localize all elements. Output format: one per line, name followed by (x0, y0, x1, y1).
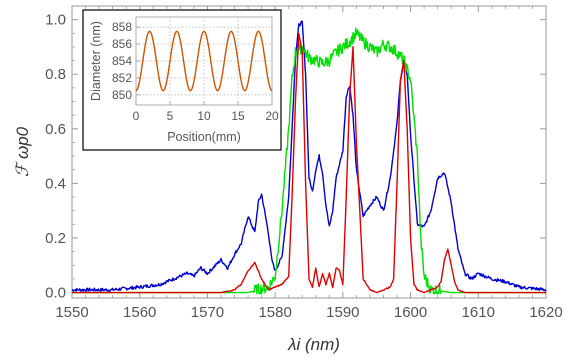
y-tick-label: 0.0 (45, 285, 66, 302)
inset-y-axis-label: Diameter (nm) (89, 21, 103, 101)
y-axis-label: ℱ ωp0 (13, 126, 32, 177)
x-tick-label: 1590 (326, 304, 359, 321)
plot-frame (71, 5, 547, 299)
inset-y-tick-label: 858 (112, 20, 132, 34)
inset-y-tick-label: 850 (112, 88, 132, 102)
inset-x-tick-label: 20 (265, 109, 279, 123)
inset-y-tick-label: 856 (112, 37, 132, 51)
inset-x-tick-label: 5 (167, 109, 174, 123)
inset-x-axis-label: Position(mm) (167, 130, 241, 144)
inset-series-group (135, 30, 273, 92)
inset-axis-ticks: 0 5 10 15 20 850 852 854 856 858 (112, 20, 279, 123)
inset-chart: 0 5 10 15 20 850 852 854 856 858 Position(mm) Dia… (82, 9, 282, 151)
inset-y-tick-label: 854 (112, 54, 132, 68)
main-series-group (71, 20, 547, 295)
series-line-1 (71, 20, 547, 292)
inset-y-tick-label: 852 (112, 71, 132, 85)
inset-x-tick-label: 0 (133, 109, 140, 123)
y-tick-label: 0.4 (45, 175, 66, 192)
x-axis-label: λi (nm) (287, 335, 340, 354)
y-tick-label: 0.8 (45, 66, 66, 83)
x-tick-label: 1610 (462, 304, 495, 321)
inset-series-line-1 (135, 30, 273, 92)
x-tick-label: 1560 (123, 304, 156, 321)
y-tick-label: 0.2 (45, 230, 66, 247)
main-axis-ticks: 1550 1560 1570 1580 1590 1600 1610 16200.00.20.… (45, 6, 563, 321)
inset-x-tick-label: 10 (197, 109, 211, 123)
x-tick-label: 1570 (191, 304, 224, 321)
inset-x-tick-label: 15 (231, 109, 245, 123)
series-line-3 (71, 32, 547, 294)
x-tick-label: 1600 (394, 304, 427, 321)
y-tick-label: 0.6 (45, 121, 66, 138)
y-tick-label: 1.0 (45, 12, 66, 29)
x-tick-label: 1620 (529, 304, 562, 321)
x-tick-label: 1550 (55, 304, 88, 321)
x-tick-label: 1580 (258, 304, 291, 321)
